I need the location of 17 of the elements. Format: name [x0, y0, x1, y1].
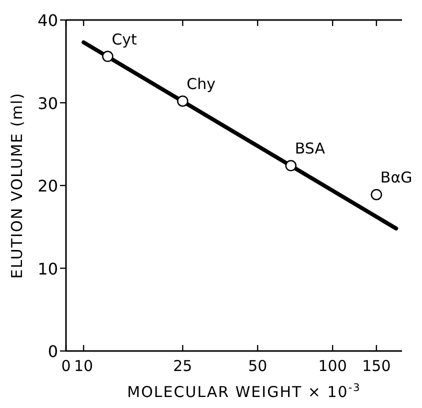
x-tick-label: 100 — [318, 357, 347, 375]
x-tick-label: 0 — [61, 357, 71, 375]
x-tick-label: 50 — [248, 357, 268, 375]
y-tick-label: 20 — [38, 176, 58, 196]
y-tick-label: 40 — [38, 11, 58, 30]
y-tick-label: 0 — [48, 342, 58, 361]
y-tick-label: 10 — [38, 259, 58, 278]
annotation: Cyt — [112, 30, 138, 48]
y-axis-title: ELUTION VOLUME (ml) — [8, 92, 26, 279]
y-tick-label: 30 — [38, 94, 58, 113]
x-tick-label: 25 — [173, 357, 192, 375]
x-tick-label: 10 — [74, 357, 94, 375]
annotation: BαG — [380, 168, 412, 187]
annotation: Chy — [186, 75, 216, 94]
x-tick-label: 150 — [362, 357, 391, 375]
x-axis-title: MOLECULAR WEIGHT × 10$^{-3}$ — [127, 382, 361, 401]
annotation: BSA — [294, 140, 326, 158]
